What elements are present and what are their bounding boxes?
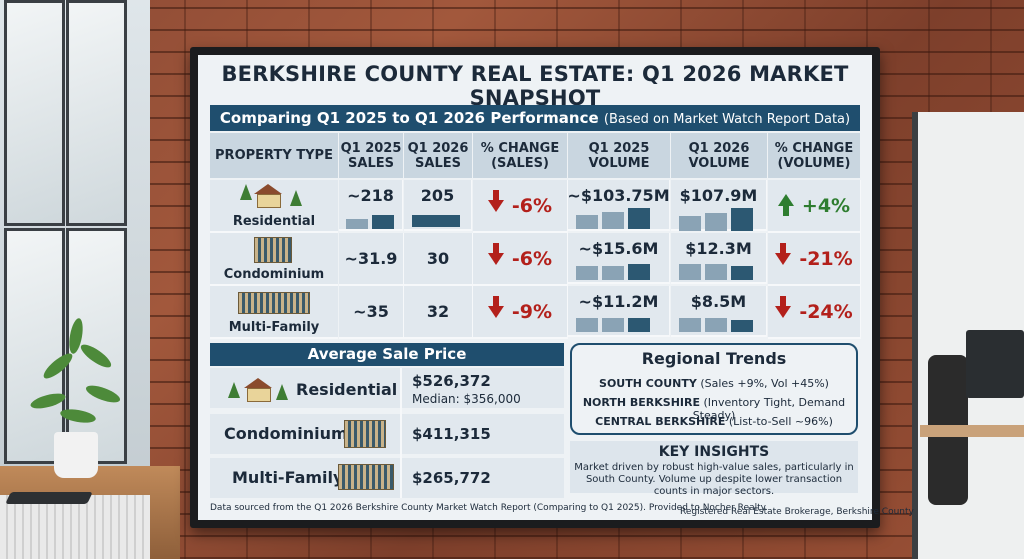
regional-item: NORTH BERKSHIRE (Inventory Tight, Demand… xyxy=(582,396,846,422)
header-pct-change-volume: % CHANGE (VOLUME) xyxy=(768,133,861,178)
key-insights-box: KEY INSIGHTS Market driven by robust hig… xyxy=(570,441,858,497)
subtitle-bar: Comparing Q1 2025 to Q1 2026 Performance… xyxy=(210,105,860,131)
footer-brokerage: Registered Real Estate Brokerage, Berksh… xyxy=(680,507,914,517)
row-multi-family-type: Multi-Family xyxy=(210,286,338,339)
cell-sales-2026: 32 xyxy=(404,286,473,339)
avg-price-heading: Average Sale Price xyxy=(210,343,564,366)
header-q1-2026-sales: Q1 2026 SALES xyxy=(404,133,473,178)
header-q1-2025-volume: Q1 2025 VOLUME xyxy=(568,133,671,178)
monitor xyxy=(966,330,1024,398)
footer-source: Data sourced from the Q1 2026 Berkshire … xyxy=(210,503,768,513)
row-residential-type: Residential xyxy=(210,180,338,233)
row-condominium-type: Condominium xyxy=(210,233,338,286)
avg-price-value: $526,372 xyxy=(412,372,491,390)
tree-icon xyxy=(276,384,288,400)
radiator xyxy=(0,495,150,559)
arrow-down-icon xyxy=(775,242,792,265)
window-pane xyxy=(4,228,65,464)
cell-volume-change: -21% xyxy=(768,233,861,286)
avg-price-value: $265,772 xyxy=(412,469,491,487)
header-q1-2026-volume: Q1 2026 VOLUME xyxy=(671,133,768,178)
mini-bar-chart xyxy=(679,208,753,231)
arrow-down-icon xyxy=(487,295,504,318)
subtitle: Comparing Q1 2025 to Q1 2026 Performance xyxy=(219,109,599,127)
header-pct-change-sales: % CHANGE (SALES) xyxy=(473,133,568,178)
avg-row-residential xyxy=(210,368,564,408)
window-pane xyxy=(4,0,65,226)
header-property-type: PROPERTY TYPE xyxy=(210,133,339,178)
tablet xyxy=(5,492,93,504)
mini-bar-chart xyxy=(412,215,460,227)
avg-price-value: $411,315 xyxy=(412,425,491,443)
page-title: BERKSHIRE COUNTY REAL ESTATE: Q1 2026 MA… xyxy=(221,62,849,110)
cell-sales-2025: ~31.9 xyxy=(339,233,404,286)
mini-bar-chart xyxy=(576,264,650,280)
subtitle-note: (Based on Market Watch Report Data) xyxy=(603,112,851,127)
window-pane xyxy=(66,0,127,226)
regional-trends-box: Regional Trends SOUTH COUNTY (Sales +9%,… xyxy=(570,343,858,435)
regional-item: CENTRAL BERKSHIRE (List-to-Sell ~96%) xyxy=(595,415,833,428)
arrow-down-icon xyxy=(487,242,504,265)
mini-bar-chart xyxy=(576,318,650,332)
avg-type-label: Residential xyxy=(296,380,398,399)
cell-sales-change: -6% xyxy=(473,180,568,233)
cell-volume-change: +4% xyxy=(768,180,861,233)
arrow-up-icon xyxy=(777,193,794,216)
property-type-label: Residential xyxy=(232,214,316,229)
cell-sales-change: -6% xyxy=(473,233,568,286)
cell-volume-change: -24% xyxy=(768,286,861,339)
tree-icon xyxy=(290,190,302,206)
header-q1-2025-sales: Q1 2025 SALES xyxy=(339,133,404,178)
mini-bar-chart xyxy=(679,264,753,280)
multi-family-building-icon xyxy=(238,292,310,314)
mini-bar-chart xyxy=(679,318,753,332)
window xyxy=(0,0,150,480)
regional-item: SOUTH COUNTY (Sales +9%, Vol +45%) xyxy=(599,377,829,390)
insights-text: Market driven by robust high-value sales… xyxy=(574,462,854,497)
tree-icon xyxy=(228,382,240,398)
mini-bar-chart xyxy=(346,215,394,229)
apartment-building-icon xyxy=(344,420,386,448)
arrow-down-icon xyxy=(487,189,504,212)
mini-bar-chart xyxy=(576,208,650,229)
cell-sales-2026: 30 xyxy=(404,233,473,286)
regional-heading: Regional Trends xyxy=(641,349,787,368)
property-type-label: Multi-Family xyxy=(228,320,320,335)
avg-median: Median: $356,000 xyxy=(412,392,521,406)
cell-sales-change: -9% xyxy=(473,286,568,339)
divider xyxy=(400,368,402,498)
tree-icon xyxy=(240,184,252,200)
arrow-down-icon xyxy=(775,295,792,318)
avg-type-label: Condominium xyxy=(224,424,348,443)
property-type-label: Condominium xyxy=(223,267,325,282)
apartment-building-icon xyxy=(254,237,292,263)
multi-family-building-icon xyxy=(338,464,394,490)
cell-sales-2025: ~35 xyxy=(339,286,404,339)
insights-heading: KEY INSIGHTS xyxy=(658,444,770,460)
avg-row-condominium xyxy=(210,414,564,454)
avg-type-label: Multi-Family xyxy=(232,468,344,487)
office-desk xyxy=(920,425,1024,437)
plant-pot xyxy=(54,432,98,478)
